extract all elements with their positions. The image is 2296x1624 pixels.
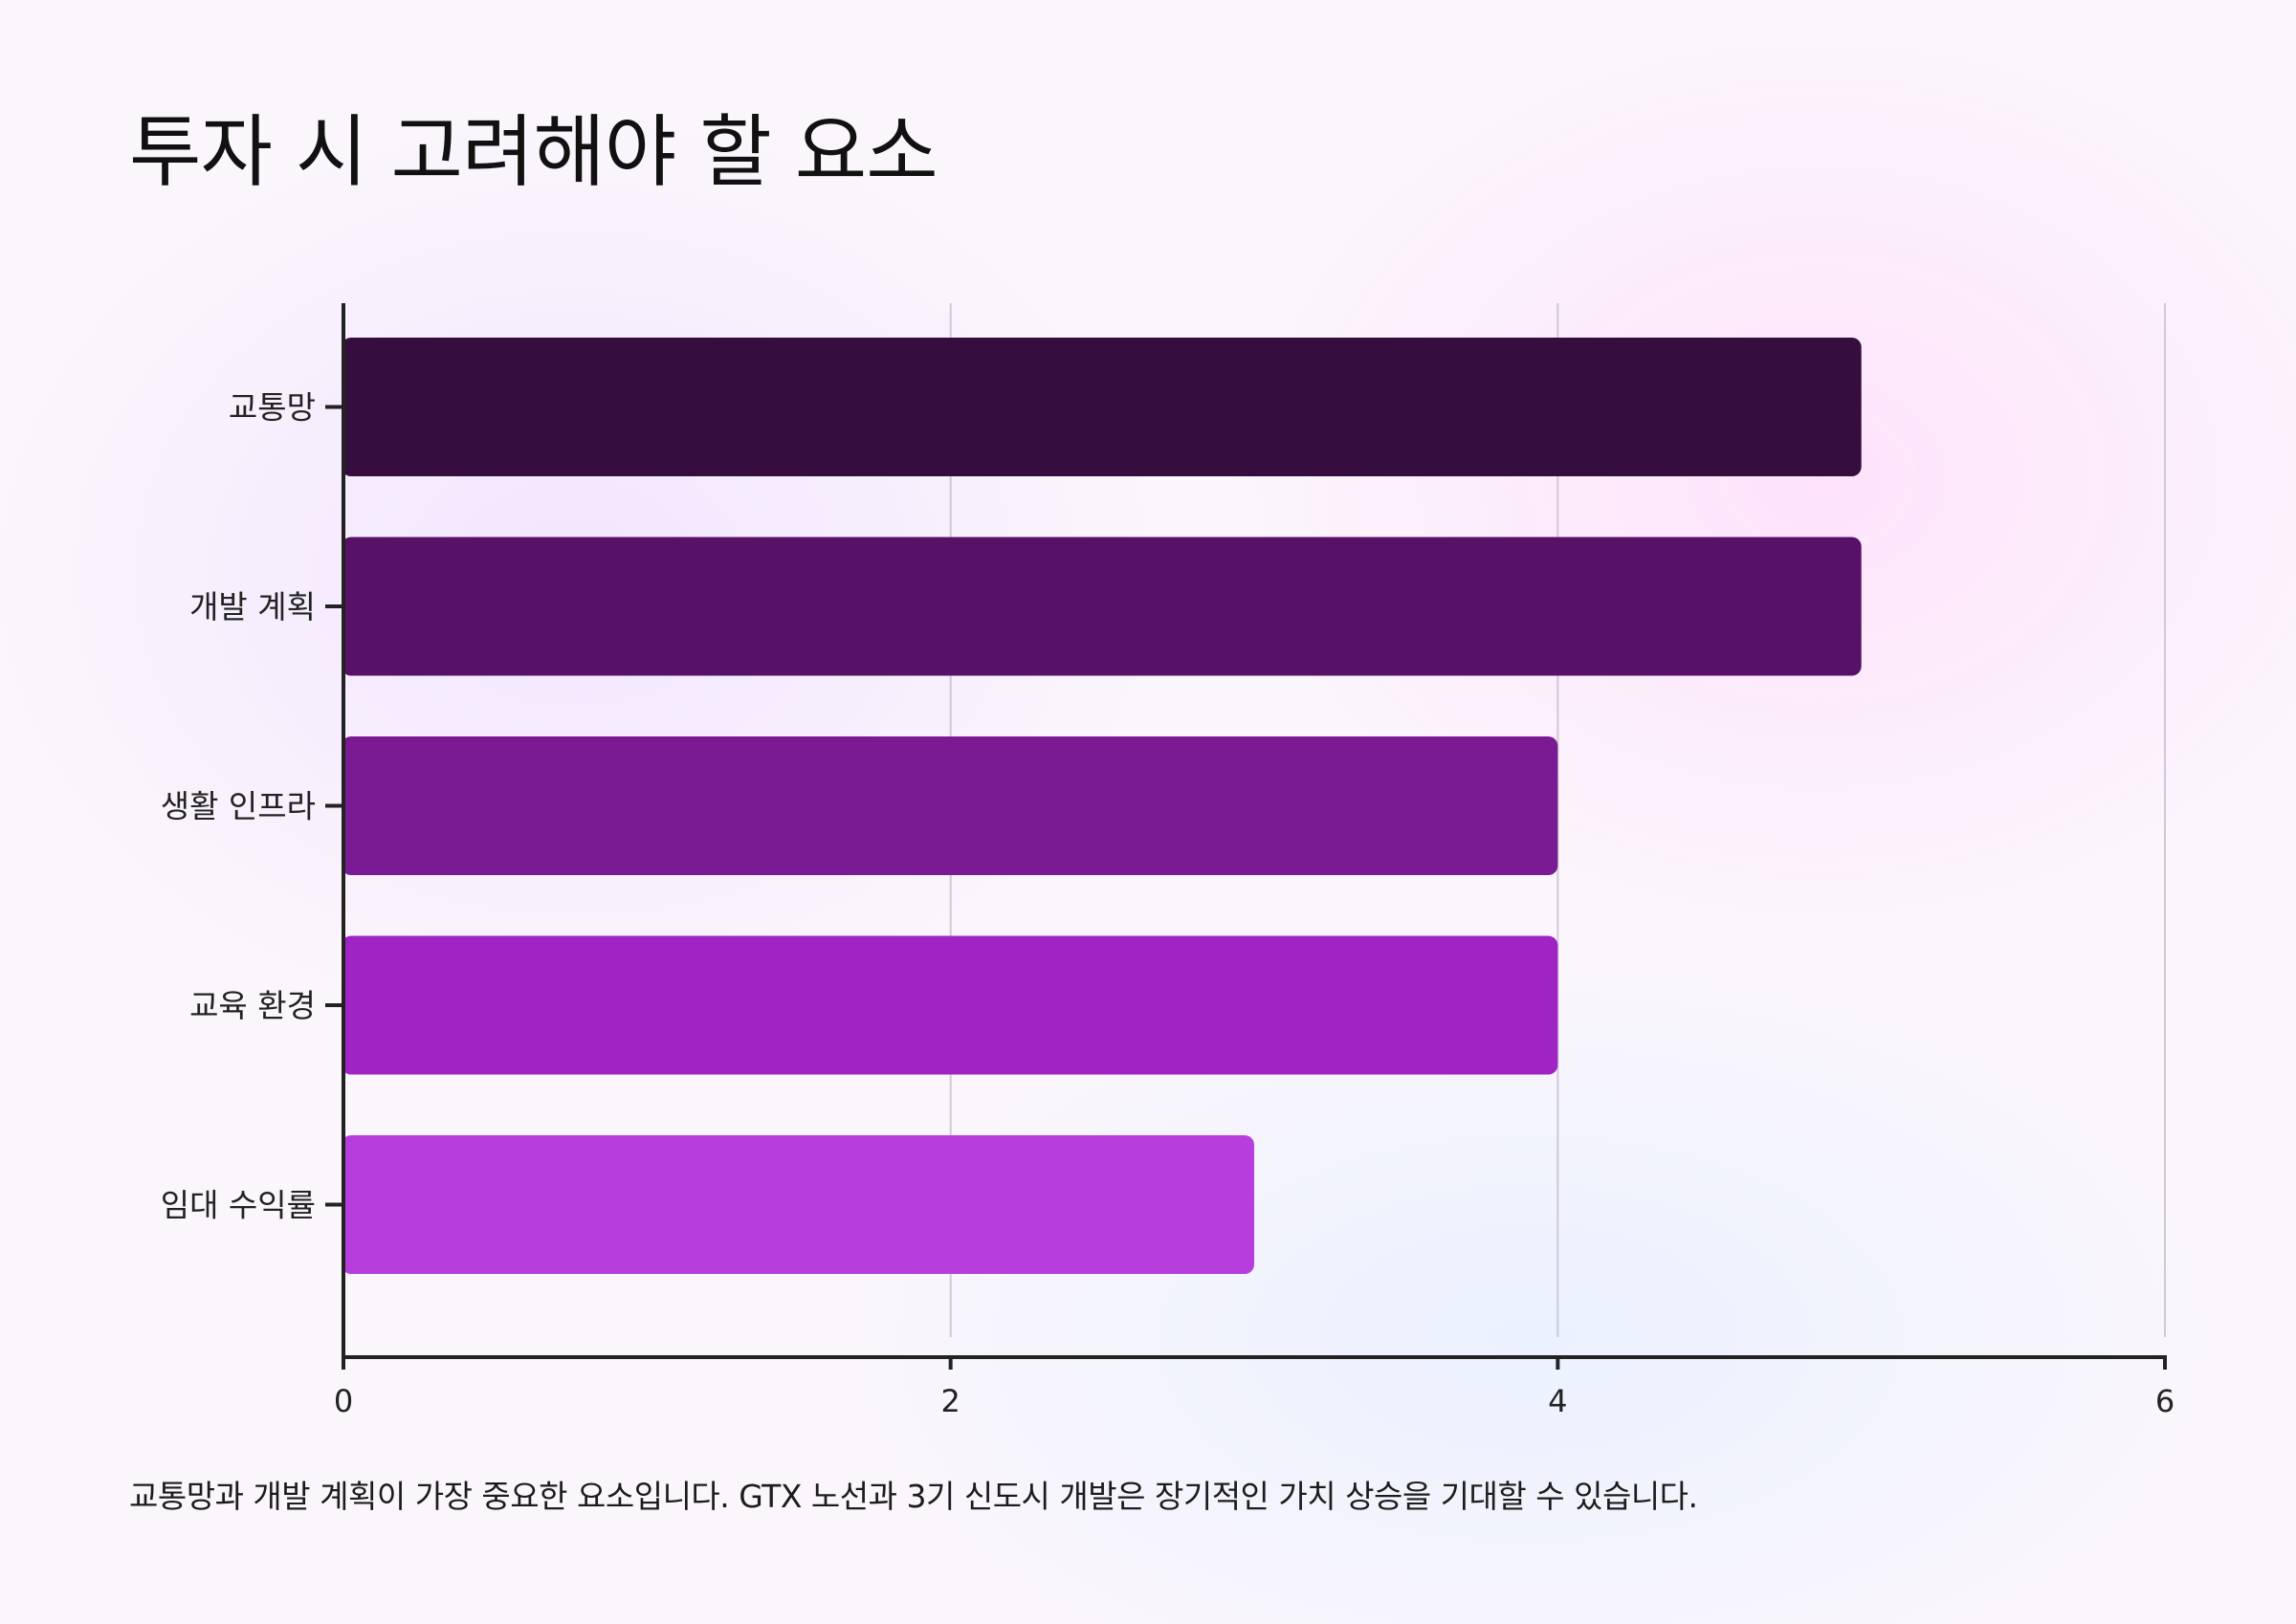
x-tick-label: 2 (940, 1383, 960, 1419)
category-label: 개발 계획 (189, 588, 316, 625)
category-label: 교통망 (229, 389, 316, 427)
category-label: 교육 환경 (189, 987, 316, 1024)
page-title: 투자 시 고려해야 할 요소 (129, 107, 938, 198)
x-tick-label: 6 (2155, 1383, 2175, 1419)
axes (342, 303, 2167, 1359)
bar (342, 338, 1862, 476)
x-tick-label: 0 (334, 1383, 353, 1419)
x-tick-label: 4 (1548, 1383, 1567, 1419)
bar (342, 935, 1558, 1075)
bar (342, 1135, 1254, 1274)
bar (342, 736, 1558, 875)
category-label: 생활 인프라 (161, 788, 316, 825)
category-label: 임대 수익률 (161, 1187, 316, 1224)
bar (342, 537, 1862, 676)
footnote: 교통망과 개발 계획이 가장 중요한 요소입니다. GTX 노선과 3기 신도시… (129, 1478, 1698, 1515)
bars (342, 338, 1862, 1274)
